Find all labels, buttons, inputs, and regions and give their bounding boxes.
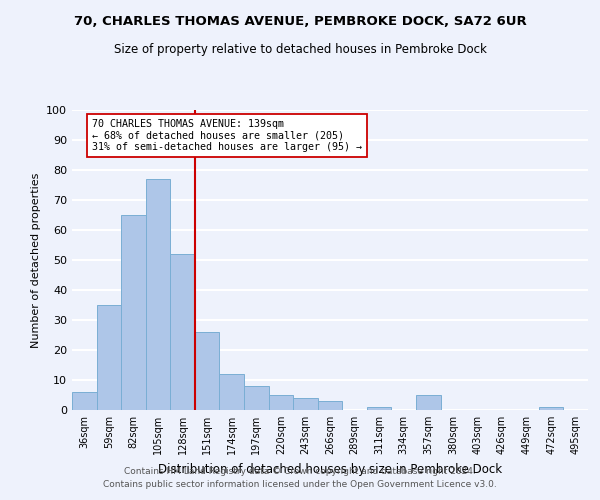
Text: 70, CHARLES THOMAS AVENUE, PEMBROKE DOCK, SA72 6UR: 70, CHARLES THOMAS AVENUE, PEMBROKE DOCK… xyxy=(74,15,526,28)
Bar xyxy=(72,392,97,410)
Bar xyxy=(539,407,563,410)
X-axis label: Distribution of detached houses by size in Pembroke Dock: Distribution of detached houses by size … xyxy=(158,462,502,475)
Bar xyxy=(318,401,342,410)
Text: Contains HM Land Registry data © Crown copyright and database right 2024.: Contains HM Land Registry data © Crown c… xyxy=(124,468,476,476)
Bar xyxy=(170,254,195,410)
Text: Size of property relative to detached houses in Pembroke Dock: Size of property relative to detached ho… xyxy=(113,42,487,56)
Bar xyxy=(269,395,293,410)
Bar xyxy=(195,332,220,410)
Y-axis label: Number of detached properties: Number of detached properties xyxy=(31,172,41,348)
Bar xyxy=(244,386,269,410)
Bar xyxy=(367,407,391,410)
Text: 70 CHARLES THOMAS AVENUE: 139sqm
← 68% of detached houses are smaller (205)
31% : 70 CHARLES THOMAS AVENUE: 139sqm ← 68% o… xyxy=(92,119,362,152)
Text: Contains public sector information licensed under the Open Government Licence v3: Contains public sector information licen… xyxy=(103,480,497,489)
Bar xyxy=(121,215,146,410)
Bar xyxy=(293,398,318,410)
Bar xyxy=(97,305,121,410)
Bar xyxy=(220,374,244,410)
Bar xyxy=(416,395,440,410)
Bar xyxy=(146,179,170,410)
